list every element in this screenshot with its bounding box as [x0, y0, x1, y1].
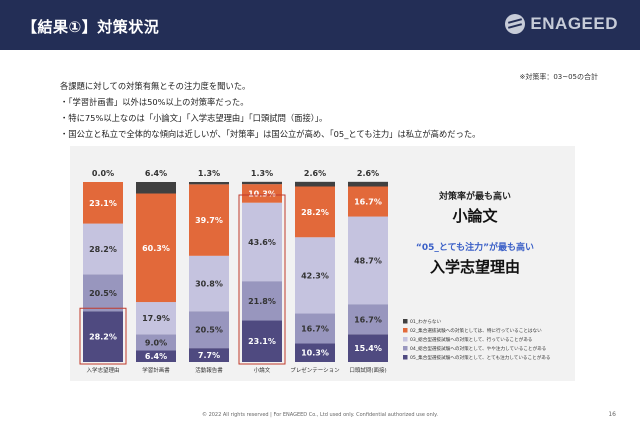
bar-segment-c04	[83, 274, 123, 312]
legend-label: 05_集合型選抜試験への対策として、とても注力していることがある	[410, 354, 551, 361]
legend-label: 02_集合選抜試験への対策としては、特に行っていることはない	[410, 327, 542, 334]
bar-segment-c05	[83, 311, 123, 362]
data-label: 17.9%	[142, 314, 170, 323]
chart-panel: 28.2% 20.5% 28.2% 23.1% 0.0% 入学志望理由 6.4% 9.0% 17…	[70, 146, 575, 381]
callout-text: “05_とても注力”が最も高い	[416, 241, 534, 253]
header-bar: 【結果①】対策状況 ENAGEED	[0, 0, 640, 50]
bar-segment-c01	[136, 182, 176, 194]
bar-segment-c05	[136, 350, 176, 362]
data-label: 16.7%	[301, 324, 329, 333]
callout-text: 小論文	[452, 207, 498, 225]
data-label: 28.2%	[89, 245, 117, 254]
bullet-line: ・特に75%以上なのは「小論文」「入学志望理由」「口頭試問（面接）」。	[60, 113, 328, 123]
data-label: 20.5%	[195, 326, 223, 335]
bar-segment-c05	[189, 348, 229, 362]
data-label-top: 0.0%	[92, 169, 114, 178]
bar-segment-c02	[348, 186, 388, 217]
data-label: 20.5%	[89, 289, 117, 298]
page-title: 【結果①】対策状況	[22, 18, 160, 36]
bar-segment-c03	[83, 223, 123, 275]
legend-swatch	[403, 328, 408, 333]
legend-label: 04_総合型選抜試験への対策として、やや注力していることがある	[410, 345, 546, 352]
legend-swatch	[403, 337, 408, 342]
bar-segment-c02	[136, 193, 176, 303]
bar-segment-c03	[136, 302, 176, 335]
bar-segment-c01	[295, 181, 335, 187]
category-label: 活動報告書	[195, 366, 223, 374]
data-label: 28.2%	[301, 208, 329, 217]
data-label: 60.3%	[142, 244, 170, 253]
data-label: 28.2%	[89, 333, 117, 342]
bar-segment-c03	[295, 237, 335, 314]
bar-segment-c04	[136, 334, 176, 351]
data-label: 39.7%	[195, 216, 223, 225]
legend-swatch	[403, 355, 408, 360]
bar-segment-c04	[242, 281, 282, 321]
data-label: 16.7%	[354, 198, 382, 207]
highlight-box	[79, 307, 127, 365]
bullet-line: 各課題に対しての対策有無とその注力度を聞いた。	[60, 81, 251, 91]
bar-segment-c01	[242, 181, 282, 185]
brand-logo: ENAGEED	[505, 14, 618, 34]
bar-segment-c05	[295, 343, 335, 362]
data-label-top: 2.6%	[357, 169, 379, 178]
summary-bullets: 各課題に対しての対策有無とその注力度を聞いた。 ・「学習計画書」以外は50%以上…	[60, 78, 480, 142]
data-label-top: 1.3%	[251, 169, 273, 178]
bar-segment-c02	[242, 184, 282, 203]
category-label: プレゼンテーション	[290, 366, 340, 374]
legend-label: 01_わからない	[410, 318, 442, 325]
data-label: 9.0%	[145, 338, 167, 347]
callout-text: 対策率が最も高い	[438, 190, 511, 202]
legend-swatch	[403, 346, 408, 351]
data-label: 30.8%	[195, 280, 223, 289]
bar-segment-c03	[242, 202, 282, 282]
data-label: 48.7%	[354, 256, 382, 265]
data-label: 10.3%	[301, 349, 329, 358]
data-label-top: 6.4%	[145, 169, 167, 178]
bar-segment-c03	[348, 216, 388, 305]
data-label: 6.4%	[145, 352, 167, 361]
bar-segment-c05	[348, 334, 388, 362]
page-number: 16	[608, 411, 616, 418]
data-label-top: 2.6%	[304, 169, 326, 178]
footer-copyright: © 2022 All rights reserved | For ENAGEED…	[201, 412, 439, 418]
bar-segment-c02	[189, 184, 229, 256]
bullet-line: ・国公立と私立で全体的な傾向は近しいが、「対策率」は国公立が高め、「05_とても…	[60, 129, 481, 139]
data-label: 23.1%	[248, 337, 276, 346]
bar-segment-c05	[242, 320, 282, 362]
bar-segment-c03	[189, 255, 229, 312]
brand-name: ENAGEED	[530, 14, 618, 33]
data-label: 42.3%	[301, 271, 329, 280]
callout-text: 入学志望理由	[430, 258, 520, 276]
bar-segment-c04	[348, 304, 388, 335]
bar-segment-c01	[189, 182, 229, 185]
bar-segment-c04	[189, 311, 229, 349]
highlight-box	[238, 194, 286, 365]
data-label: 43.6%	[248, 238, 276, 247]
data-label: 15.4%	[354, 344, 382, 353]
data-label-top: 1.3%	[198, 169, 220, 178]
data-label: 10.3%	[248, 189, 276, 198]
bar-segment-c04	[295, 313, 335, 344]
category-label: 学習計画書	[142, 366, 170, 374]
data-label: 21.8%	[248, 297, 276, 306]
note-text: ※対策率：03~05の合計	[519, 73, 598, 81]
data-label: 7.7%	[198, 351, 220, 360]
enageed-logo-icon	[505, 14, 526, 34]
category-label: 口頭試問(面接)	[349, 366, 386, 374]
legend-swatch	[403, 319, 408, 324]
data-label: 23.1%	[89, 199, 117, 208]
bar-segment-c02	[295, 186, 335, 238]
bar-segment-c01	[348, 181, 388, 187]
bar-segment-c02	[83, 182, 123, 224]
legend-label: 03_総合型選抜試験への対策として、行っていることがある	[410, 336, 532, 343]
bullet-line: ・「学習計画書」以外は50%以上の対策率だった。	[60, 97, 249, 107]
stacked-bar-chart: 28.2% 20.5% 28.2% 23.1% 0.0% 入学志望理由 6.4% 9.0% 17…	[79, 169, 551, 374]
data-label: 16.7%	[354, 315, 382, 324]
category-label: 小論文	[254, 366, 271, 374]
category-label: 入学志望理由	[86, 366, 119, 374]
